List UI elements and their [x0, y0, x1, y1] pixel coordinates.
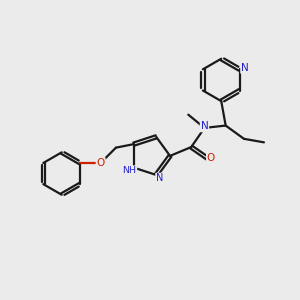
Text: NH: NH [122, 166, 136, 175]
Text: O: O [207, 153, 215, 163]
Text: N: N [201, 122, 208, 131]
Text: N: N [241, 63, 249, 73]
Text: O: O [97, 158, 105, 168]
Text: N: N [156, 173, 164, 184]
